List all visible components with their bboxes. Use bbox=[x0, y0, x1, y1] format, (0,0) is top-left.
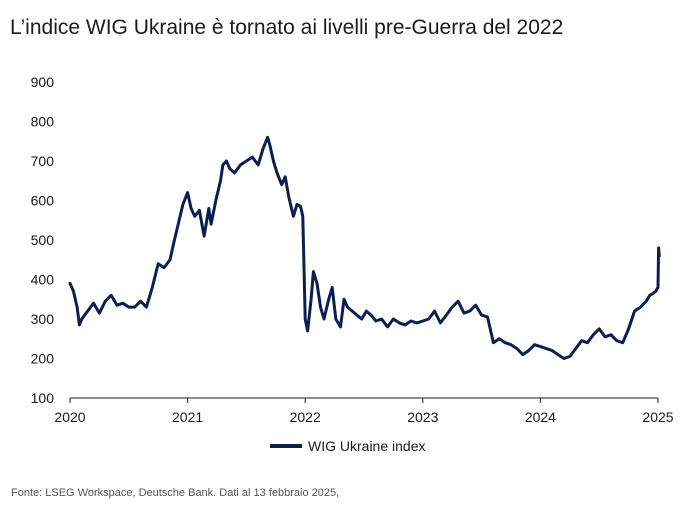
y-tick-label: 200 bbox=[31, 351, 55, 367]
y-tick-label: 400 bbox=[31, 272, 55, 288]
y-tick-label: 500 bbox=[31, 232, 55, 248]
legend-label: WIG Ukraine index bbox=[308, 438, 425, 454]
y-tick-label: 800 bbox=[31, 114, 55, 130]
x-tick-label: 2020 bbox=[54, 409, 85, 425]
series-group bbox=[68, 135, 661, 360]
axes bbox=[69, 397, 659, 403]
x-tick-label: 2025 bbox=[642, 409, 673, 425]
legend: WIG Ukraine index bbox=[270, 438, 425, 454]
x-axis-labels: 2020 2021 2022 2023 2024 2025 bbox=[54, 409, 673, 425]
x-tick-label: 2023 bbox=[407, 409, 438, 425]
y-axis-labels: 900 800 700 600 500 400 300 200 100 bbox=[31, 74, 55, 406]
x-tick-label: 2024 bbox=[525, 409, 556, 425]
x-tick-label: 2022 bbox=[290, 409, 321, 425]
y-tick-label: 100 bbox=[31, 390, 55, 406]
source-note: Fonte: LSEG Workspace, Deutsche Bank. Da… bbox=[11, 487, 340, 499]
y-tick-label: 300 bbox=[31, 311, 55, 327]
y-tick-label: 600 bbox=[31, 193, 55, 209]
series-line-wig-ukraine bbox=[68, 135, 661, 360]
chart-title: L’indice WIG Ukraine è tornato ai livell… bbox=[10, 16, 564, 39]
x-tick-label: 2021 bbox=[172, 409, 203, 425]
y-tick-label: 700 bbox=[31, 153, 55, 169]
y-tick-label: 900 bbox=[31, 74, 55, 90]
